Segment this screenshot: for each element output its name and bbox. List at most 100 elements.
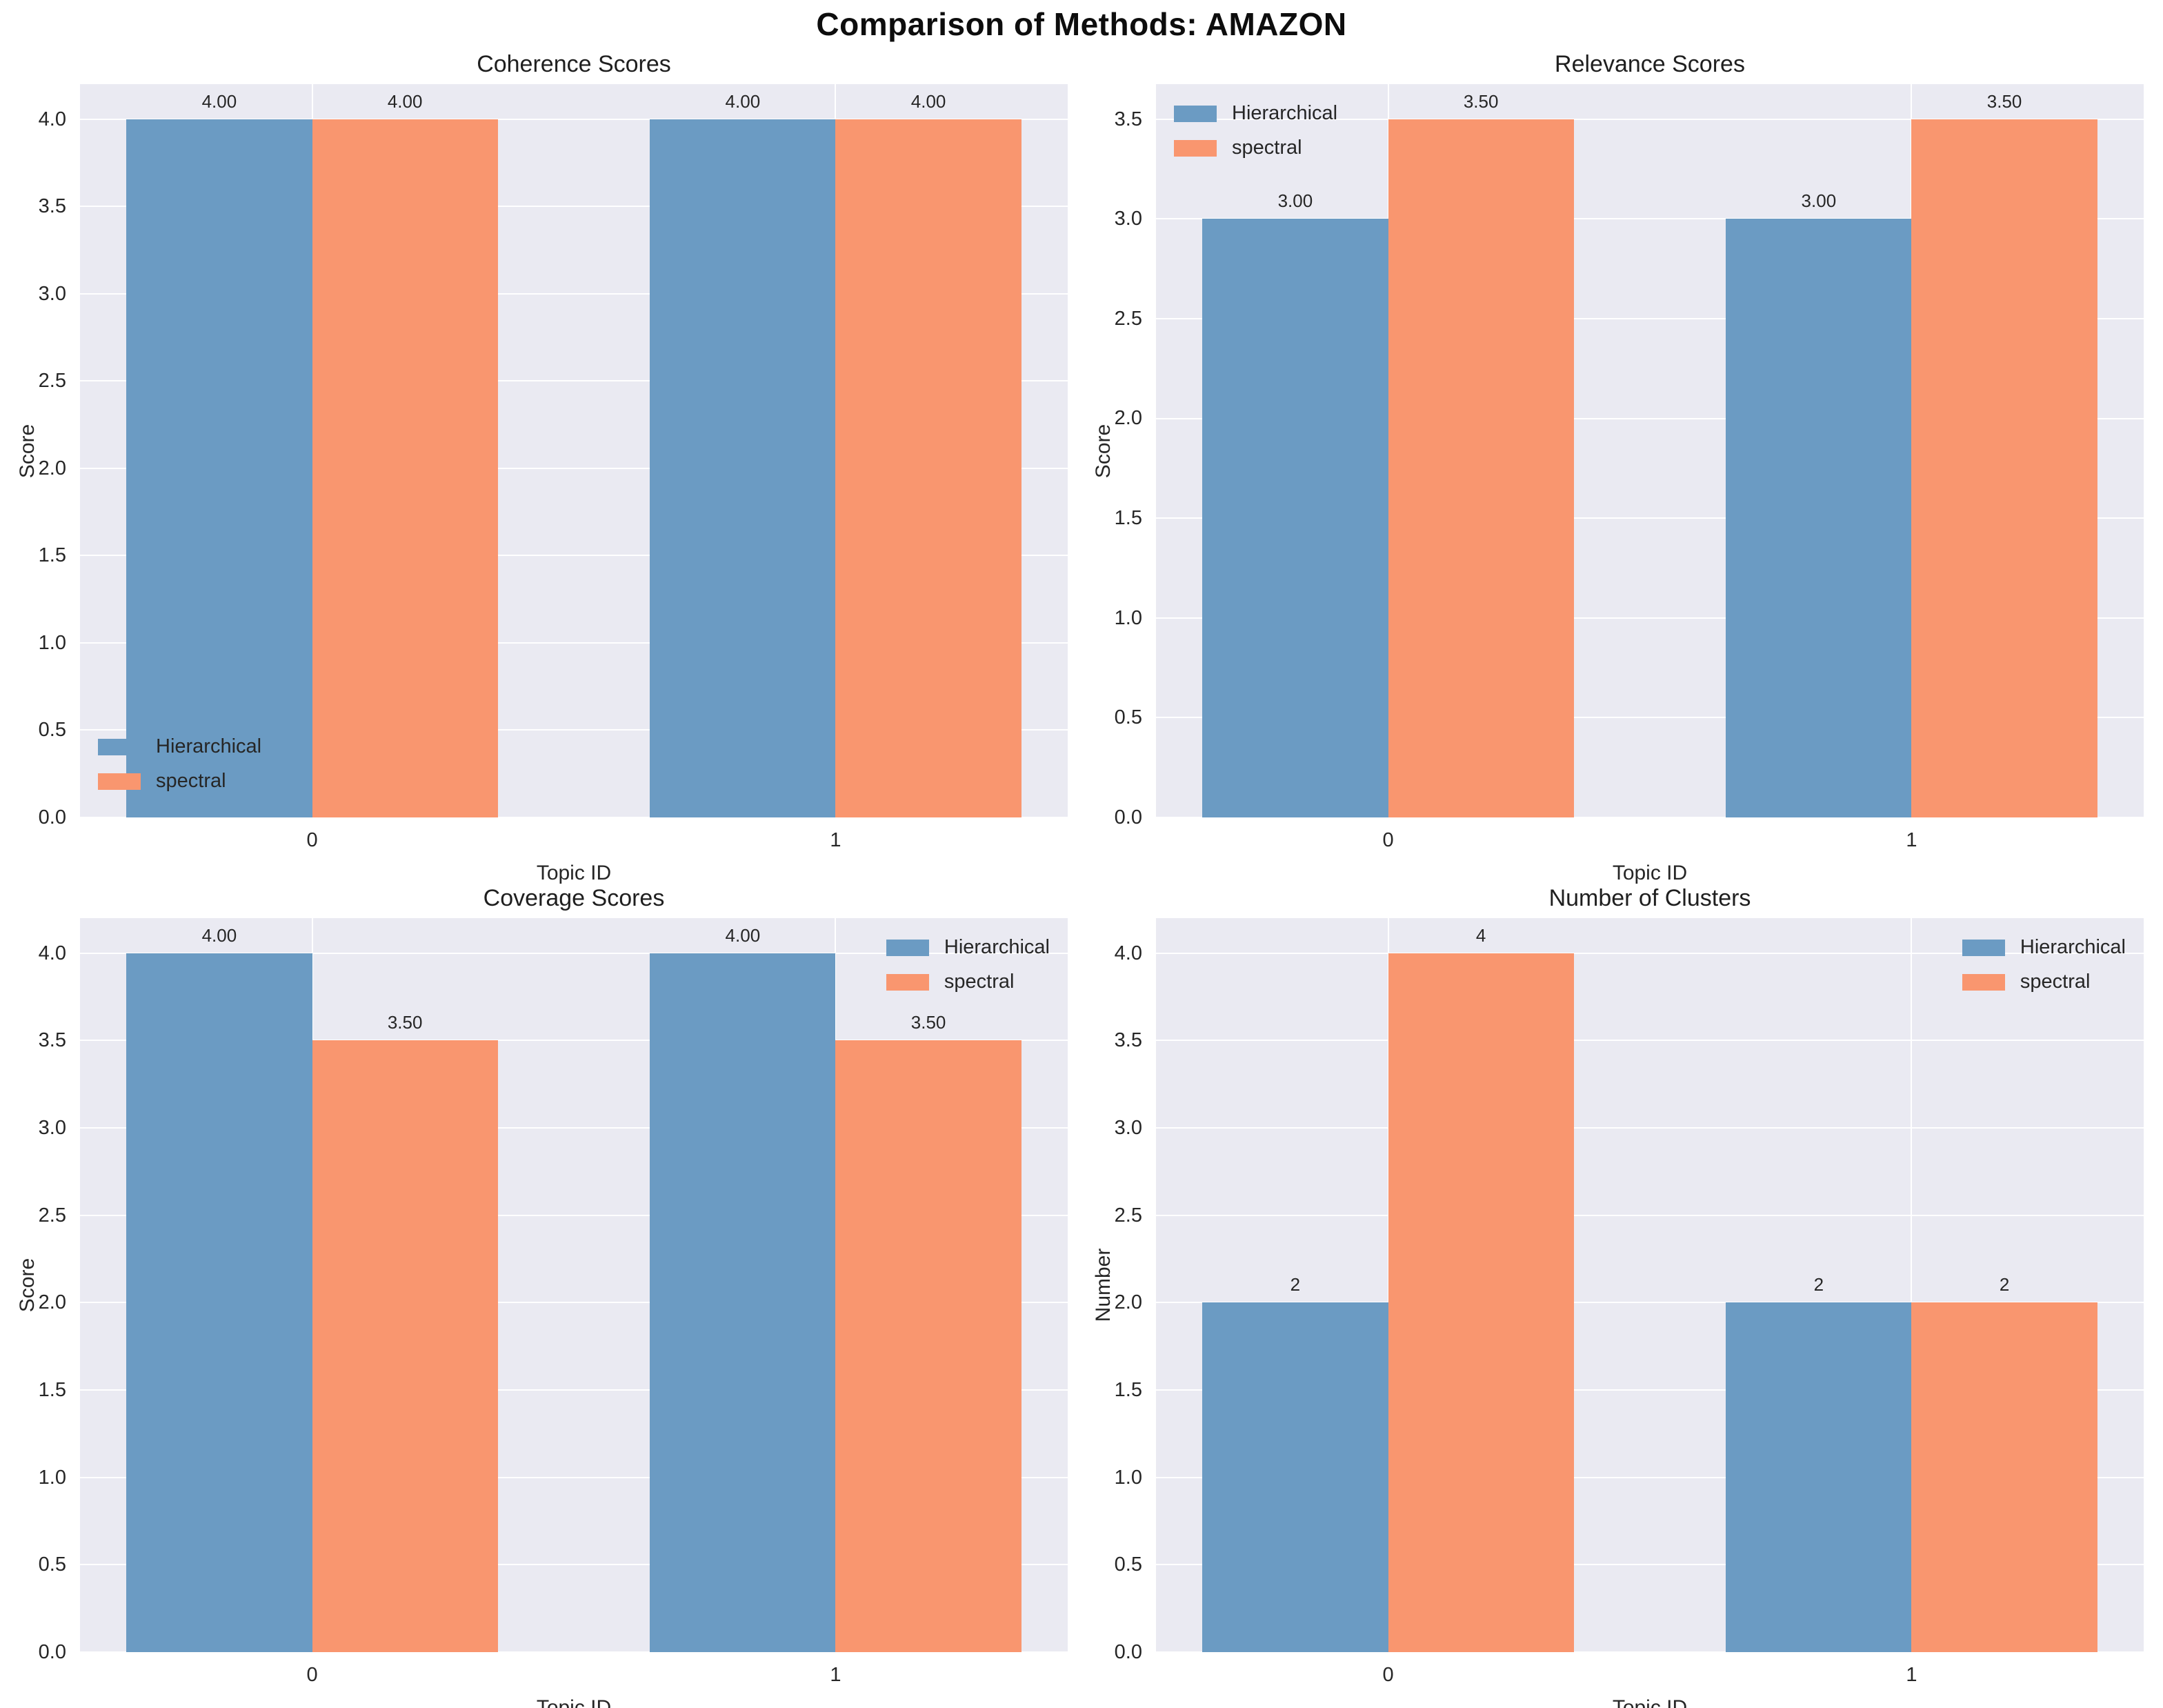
- bar-spectral: [312, 1040, 498, 1652]
- legend-label: spectral: [944, 971, 1015, 993]
- legend: Hierarchical spectral: [98, 735, 261, 793]
- legend-label: Hierarchical: [1232, 102, 1338, 124]
- legend-item: spectral: [98, 770, 261, 793]
- y-tick-label: 2.5: [1114, 1204, 1142, 1227]
- y-tick-label: 2.5: [38, 370, 66, 393]
- plot-area: 3.00 3.50 3.00 3.50 Hierarchical spectral: [1156, 84, 2144, 818]
- y-tick-label: 1.5: [1114, 507, 1142, 530]
- legend: Hierarchical spectral: [886, 936, 1050, 993]
- chart-title: Number of Clusters: [1548, 885, 1751, 911]
- x-tick-label: 1: [830, 1664, 841, 1686]
- bar-hierarchical: [1202, 219, 1388, 817]
- bar-spectral: [835, 119, 1021, 817]
- gridline-horizontal: [1156, 218, 2144, 220]
- legend-item: Hierarchical: [1174, 102, 1337, 125]
- gridline-horizontal: [1156, 717, 2144, 719]
- gridline-horizontal: [80, 1651, 1068, 1653]
- plot-area: 4.00 4.00 4.00 4.00 Hierarchical spectral: [80, 84, 1068, 818]
- legend-label: Hierarchical: [156, 735, 262, 757]
- y-tick-label: 1.0: [1114, 606, 1142, 629]
- gridline-horizontal: [80, 467, 1068, 469]
- gridline-horizontal: [1156, 617, 2144, 619]
- y-tick-label: 3.0: [1114, 1117, 1142, 1139]
- bar-value-label: 3.00: [1801, 190, 1837, 212]
- y-axis-label: Score: [1092, 424, 1115, 478]
- legend-label: spectral: [2020, 971, 2091, 993]
- legend-item: Hierarchical: [1962, 936, 2126, 959]
- gridline-horizontal: [1156, 1040, 2144, 1042]
- y-tick-label: 3.5: [1114, 108, 1142, 130]
- bar-hierarchical: [650, 953, 836, 1652]
- gridline-horizontal: [1156, 317, 2144, 319]
- y-tick-label: 0.0: [38, 806, 66, 828]
- gridline-horizontal: [1156, 1214, 2144, 1216]
- y-tick-label: 3.5: [38, 195, 66, 218]
- gridline-horizontal: [80, 1127, 1068, 1129]
- legend: Hierarchical spectral: [1174, 102, 1337, 159]
- gridline-horizontal: [1156, 1651, 2144, 1653]
- gridline-horizontal: [80, 1389, 1068, 1391]
- gridline-horizontal: [1156, 517, 2144, 519]
- y-tick-label: 0.5: [38, 1553, 66, 1576]
- gridline-vertical: [1911, 918, 1913, 1652]
- y-tick-label: 0.0: [1114, 806, 1142, 828]
- legend-item: spectral: [1962, 971, 2126, 993]
- x-axis-label: Topic ID: [536, 862, 612, 884]
- bar-spectral: [1388, 953, 1574, 1652]
- gridline-horizontal: [80, 729, 1068, 731]
- y-tick-label: 4.0: [38, 108, 66, 130]
- figure-title: Comparison of Methods: AMAZON: [816, 6, 1347, 42]
- legend-label: spectral: [156, 770, 226, 792]
- legend-item: spectral: [1174, 137, 1337, 159]
- gridline-horizontal: [80, 1564, 1068, 1566]
- gridline-horizontal: [80, 292, 1068, 295]
- gridline-horizontal: [80, 1040, 1068, 1042]
- legend-swatch-hierarchical: [886, 939, 929, 956]
- bar-hierarchical: [1726, 219, 1912, 817]
- y-tick-label: 0.0: [38, 1641, 66, 1663]
- y-tick-label: 2.0: [38, 457, 66, 479]
- gridline-horizontal: [1156, 952, 2144, 954]
- bar-hierarchical: [1202, 1302, 1388, 1652]
- y-tick-label: 3.0: [38, 282, 66, 305]
- gridline-horizontal: [1156, 1302, 2144, 1304]
- y-tick-label: 2.0: [1114, 407, 1142, 430]
- chart-title: Relevance Scores: [1555, 51, 1745, 77]
- plot-area: 2 4 2 2 Hierarchical spectral: [1156, 918, 2144, 1653]
- y-tick-label: 1.5: [38, 1379, 66, 1401]
- legend-item: Hierarchical: [98, 735, 261, 758]
- gridline-horizontal: [80, 1302, 1068, 1304]
- y-tick-label: 0.5: [1114, 1553, 1142, 1576]
- y-tick-label: 1.0: [38, 631, 66, 654]
- bar-hierarchical: [1726, 1302, 1912, 1652]
- bar-hierarchical: [126, 953, 312, 1652]
- gridline-horizontal: [80, 1214, 1068, 1216]
- legend-swatch-spectral: [886, 973, 929, 991]
- bar-value-label: 3.50: [1463, 90, 1499, 112]
- bar-value-label: 4.00: [201, 924, 237, 946]
- x-tick-label: 1: [830, 829, 841, 851]
- bar-value-label: 4.00: [910, 90, 946, 112]
- bar-value-label: 4.00: [387, 90, 423, 112]
- gridline-horizontal: [80, 642, 1068, 644]
- bar-spectral: [312, 119, 498, 817]
- x-tick-label: 0: [306, 829, 318, 851]
- y-tick-label: 1.5: [38, 544, 66, 567]
- gridline-horizontal: [1156, 118, 2144, 120]
- bar-value-label: 2: [1290, 1274, 1301, 1295]
- bar-spectral: [1388, 119, 1574, 817]
- y-tick-label: 0.0: [1114, 1641, 1142, 1663]
- bar-value-label: 4.00: [725, 924, 761, 946]
- legend-label: Hierarchical: [944, 936, 1050, 958]
- bar-value-label: 4.00: [201, 90, 237, 112]
- bar-value-label: 2: [1999, 1274, 2010, 1295]
- chart-title: Coherence Scores: [477, 51, 671, 77]
- y-tick-label: 3.0: [1114, 208, 1142, 230]
- legend-item: Hierarchical: [886, 936, 1050, 959]
- x-axis-label: Topic ID: [1612, 1696, 1688, 1708]
- legend-label: spectral: [1232, 137, 1302, 159]
- y-tick-label: 2.5: [38, 1204, 66, 1227]
- gridline-horizontal: [1156, 1127, 2144, 1129]
